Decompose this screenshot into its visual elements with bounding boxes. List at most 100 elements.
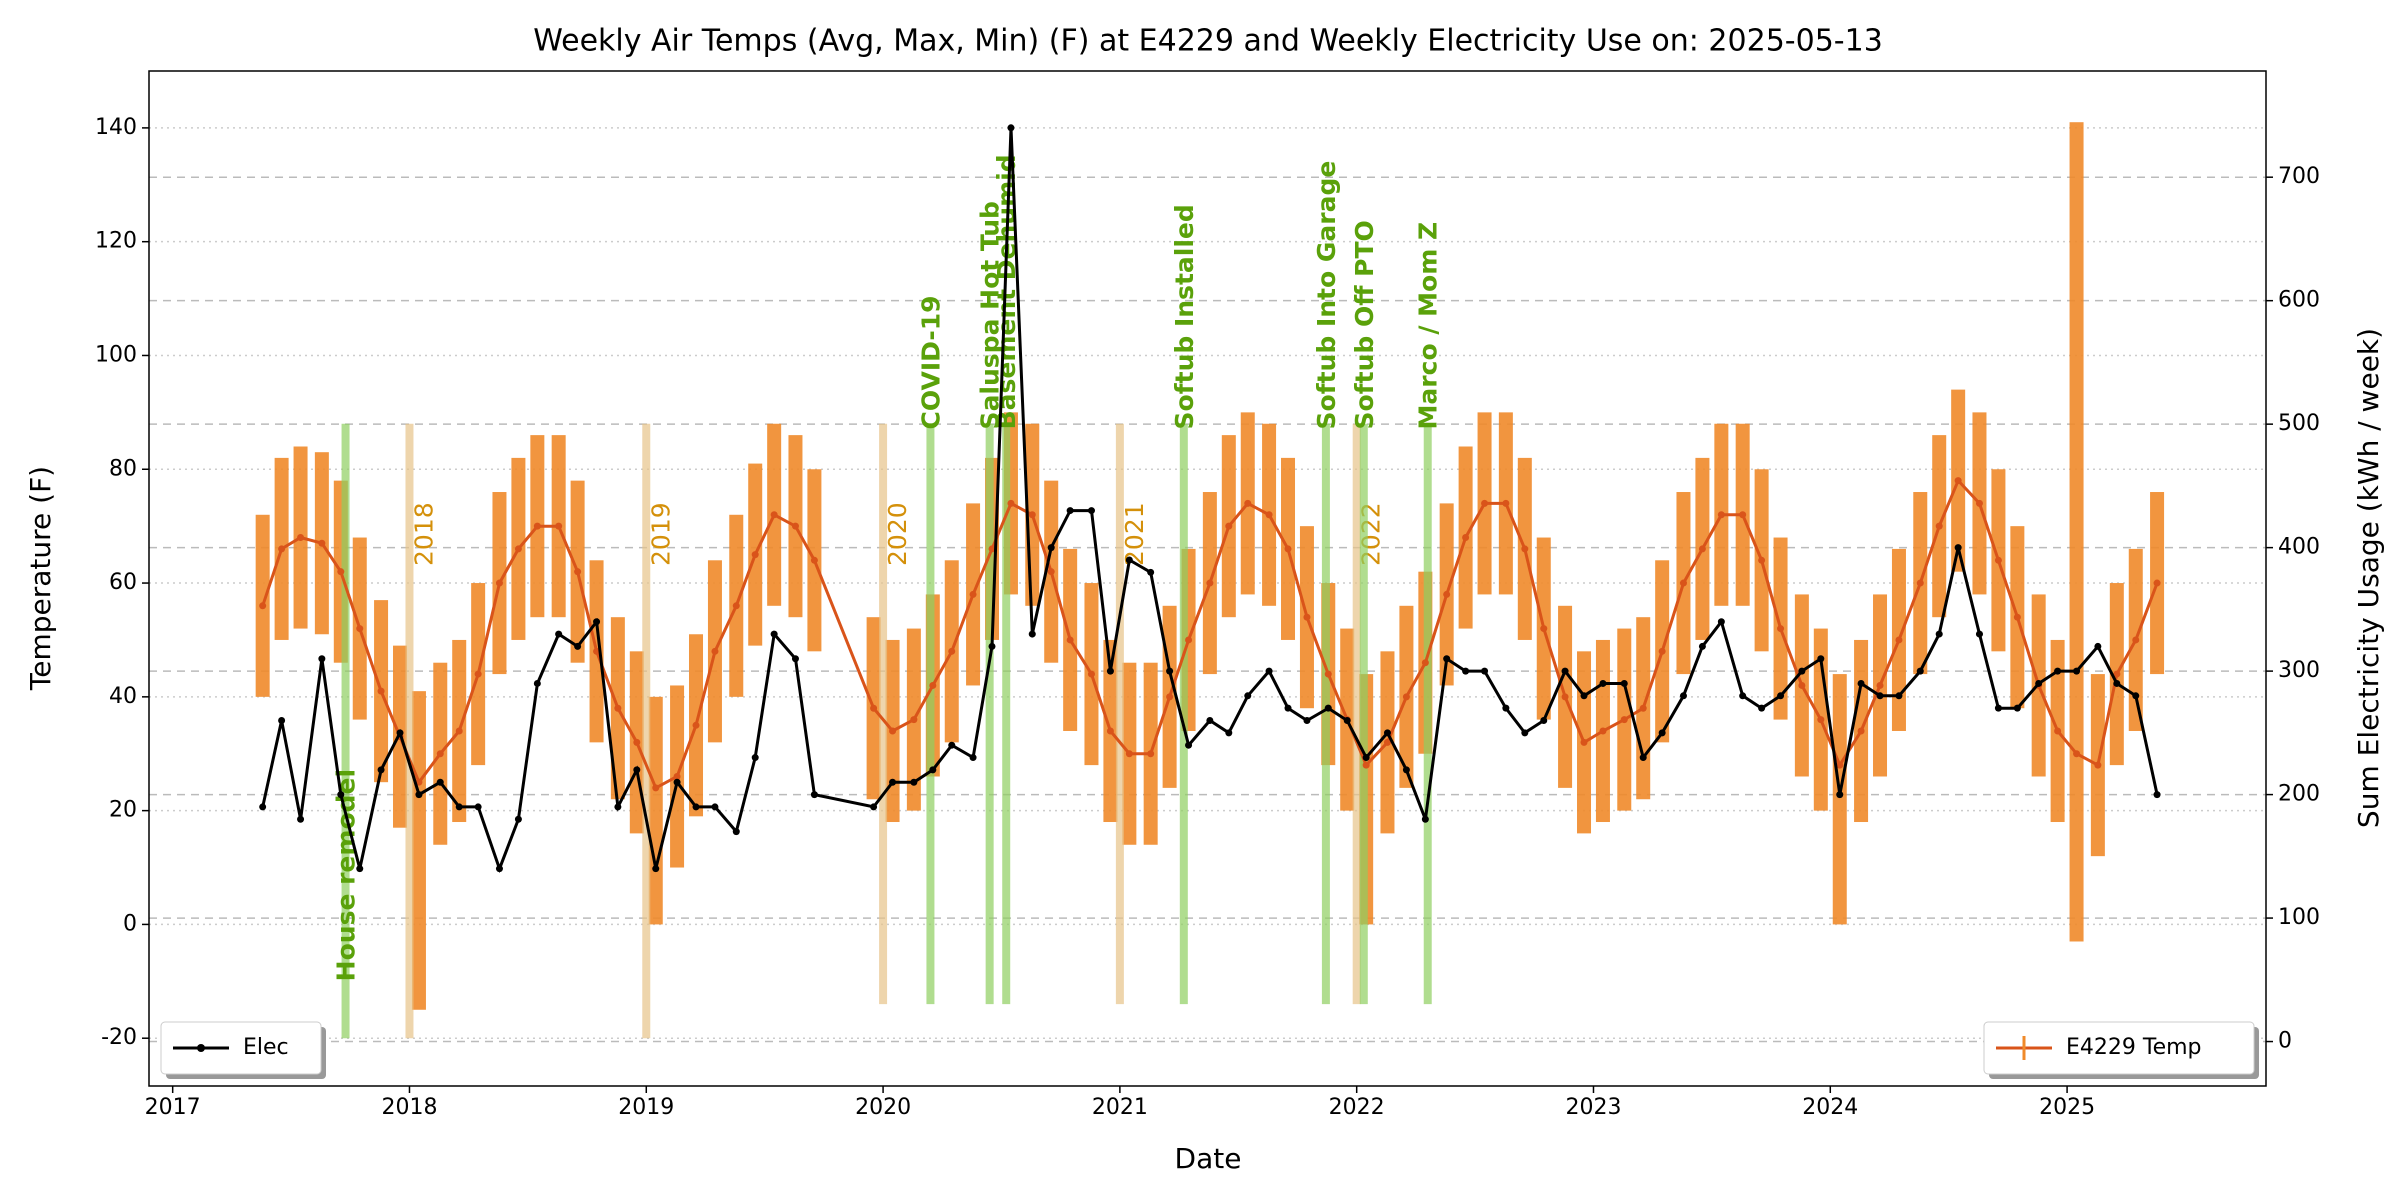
series-point: [2153, 579, 2161, 587]
series-point: [495, 579, 503, 587]
series-point: [555, 630, 563, 638]
y2-tick-label: 400: [2278, 535, 2320, 560]
series-point: [1620, 716, 1628, 724]
legend-label: E4229 Temp: [2066, 1035, 2202, 1060]
series-point: [1857, 679, 1865, 687]
series-point: [1402, 693, 1410, 701]
series-point: [1324, 704, 1332, 712]
annotation-label: Softub Off PTO: [1350, 220, 1379, 429]
series-point: [870, 704, 878, 712]
series-point: [1580, 692, 1588, 700]
series-point: [1087, 507, 1095, 515]
series-point: [910, 716, 918, 724]
series-point: [1895, 636, 1903, 644]
series-point: [870, 803, 878, 811]
series-point: [1561, 693, 1569, 701]
series-point: [1502, 499, 1510, 507]
y2-tick-label: 100: [2278, 905, 2320, 930]
series-point: [1265, 511, 1273, 519]
x-axis-label: Date: [1175, 1142, 1242, 1175]
series-point: [1462, 667, 1470, 675]
series-point: [1007, 124, 1015, 132]
temp-range-bar: [648, 696, 663, 925]
series-point: [278, 545, 286, 553]
series-point: [1717, 618, 1725, 626]
series-point: [1758, 704, 1766, 712]
x-tick-label: 2023: [1565, 1095, 1621, 1120]
series-point: [514, 815, 522, 823]
series-point: [474, 803, 482, 811]
temp-range-bar: [2069, 122, 2084, 942]
y-tick-label: 0: [123, 911, 137, 936]
series-point: [692, 803, 700, 811]
y-tick-label: 60: [109, 570, 137, 595]
series-point: [318, 539, 326, 547]
series-point: [770, 511, 778, 519]
series-point: [1975, 499, 1983, 507]
series-point: [1383, 729, 1391, 737]
annotation-label: Marco / Mom Z: [1414, 222, 1443, 430]
series-point: [1324, 670, 1332, 678]
y2-tick-label: 0: [2278, 1029, 2292, 1054]
series-point: [633, 738, 641, 746]
series-point: [455, 727, 463, 735]
series-point: [652, 865, 660, 873]
series-point: [2035, 679, 2043, 687]
y-tick-label: 140: [95, 115, 137, 140]
series-point: [574, 642, 582, 650]
series-point: [1383, 738, 1391, 746]
series-point: [1698, 642, 1706, 650]
series-point: [1599, 679, 1607, 687]
series-point: [1521, 729, 1529, 737]
temp-range-bar: [1832, 674, 1847, 925]
series-point: [711, 647, 719, 655]
series-point: [1206, 717, 1214, 725]
series-point: [1836, 791, 1844, 799]
x-tick-label: 2025: [2039, 1095, 2095, 1120]
series-point: [297, 534, 305, 542]
series-point: [1777, 625, 1785, 633]
series-point: [1502, 704, 1510, 712]
legend-box: [160, 1021, 322, 1075]
series-point: [1817, 655, 1825, 663]
series-point: [1679, 579, 1687, 587]
series-point: [1265, 667, 1273, 675]
series-point: [1166, 693, 1174, 701]
series-point: [692, 721, 700, 729]
series-point: [988, 545, 996, 553]
series-point: [1739, 692, 1747, 700]
series-point: [1521, 545, 1529, 553]
series-point: [1658, 647, 1666, 655]
annotation-label: Saluspa Hot Tub: [976, 201, 1005, 429]
series-point: [1620, 679, 1628, 687]
series-point: [652, 784, 660, 792]
series-point: [1777, 692, 1785, 700]
series-point: [1244, 692, 1252, 700]
x-tick-label: 2024: [1802, 1095, 1858, 1120]
series-point: [929, 681, 937, 689]
y-tick-label: 120: [95, 229, 137, 254]
y2-tick-label: 200: [2278, 782, 2320, 807]
series-point: [2113, 670, 2121, 678]
annotation-label: Softub Installed: [1170, 204, 1199, 429]
series-point: [1185, 741, 1193, 749]
annotation-label: COVID-19: [916, 295, 945, 429]
series-point: [1087, 670, 1095, 678]
y2-tick-label: 600: [2278, 288, 2320, 313]
series-point: [1402, 766, 1410, 774]
annotation-label: 2020: [883, 502, 912, 566]
series-point: [751, 551, 759, 559]
y-tick-label: -20: [101, 1025, 137, 1050]
series-point: [1916, 667, 1924, 675]
series-point: [1876, 692, 1884, 700]
series-point: [1639, 704, 1647, 712]
series-point: [732, 828, 740, 836]
series-point: [1443, 590, 1451, 598]
series-point: [1798, 667, 1806, 675]
x-tick-label: 2019: [618, 1095, 674, 1120]
series-point: [770, 630, 778, 638]
legend-label: Elec: [243, 1035, 289, 1060]
annotation-label: Basement Dehumid: [992, 154, 1021, 429]
x-tick-label: 2021: [1092, 1095, 1148, 1120]
series-point: [1147, 568, 1155, 576]
